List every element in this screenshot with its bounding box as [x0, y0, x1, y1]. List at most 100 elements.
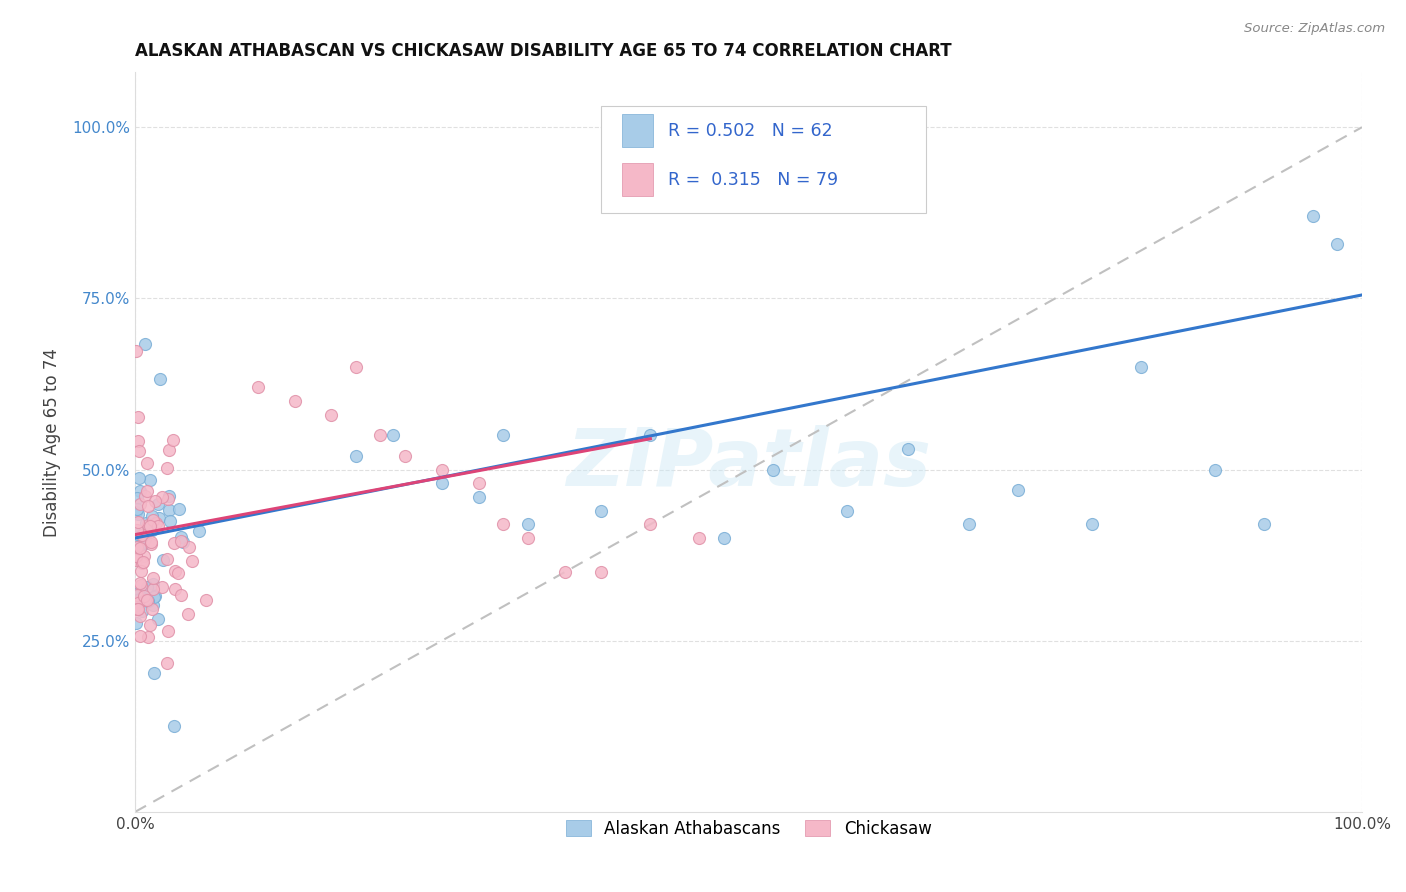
- Point: [143, 666, 166, 681]
- Point: [194, 593, 217, 607]
- Point: [141, 537, 163, 551]
- Point: [128, 588, 150, 602]
- Point: [188, 524, 211, 539]
- Point: [156, 491, 179, 506]
- Point: [1253, 517, 1275, 532]
- Point: [138, 518, 160, 533]
- Point: [141, 523, 163, 537]
- Point: [181, 554, 204, 568]
- Point: [163, 564, 186, 578]
- Point: [127, 409, 149, 424]
- Point: [127, 588, 149, 602]
- Point: [136, 630, 159, 644]
- Point: [897, 442, 920, 456]
- Point: [835, 503, 858, 517]
- Point: [166, 566, 188, 581]
- Point: [148, 519, 170, 533]
- Point: [591, 566, 613, 580]
- Point: [135, 516, 157, 530]
- Point: [136, 500, 159, 514]
- Point: [125, 592, 148, 607]
- Point: [127, 595, 149, 609]
- Point: [148, 497, 170, 511]
- Point: [344, 359, 367, 374]
- Point: [135, 456, 157, 470]
- Point: [713, 531, 735, 545]
- Point: [467, 476, 489, 491]
- Point: [152, 553, 174, 567]
- Point: [132, 528, 155, 542]
- Point: [134, 336, 156, 351]
- Point: [640, 517, 662, 532]
- Point: [142, 571, 165, 585]
- Point: [128, 497, 150, 511]
- Point: [170, 588, 193, 602]
- Point: [156, 656, 179, 670]
- Point: [139, 617, 162, 632]
- Point: [125, 502, 148, 516]
- Point: [127, 602, 149, 616]
- Legend: Alaskan Athabascans, Chickasaw: Alaskan Athabascans, Chickasaw: [560, 813, 938, 844]
- Point: [142, 513, 165, 527]
- Point: [127, 540, 149, 554]
- Point: [127, 596, 149, 610]
- Point: [430, 476, 453, 491]
- Point: [321, 408, 343, 422]
- Point: [129, 541, 152, 555]
- Point: [157, 443, 180, 458]
- Point: [156, 624, 179, 638]
- Point: [1302, 209, 1324, 223]
- Point: [129, 609, 152, 624]
- Text: ALASKAN ATHABASCAN VS CHICKASAW DISABILITY AGE 65 TO 74 CORRELATION CHART: ALASKAN ATHABASCAN VS CHICKASAW DISABILI…: [135, 42, 952, 60]
- Point: [132, 537, 155, 551]
- Point: [145, 516, 167, 530]
- Point: [127, 507, 149, 521]
- Point: [162, 433, 184, 447]
- Point: [149, 372, 172, 386]
- Text: R =  0.315   N = 79: R = 0.315 N = 79: [668, 170, 838, 188]
- Point: [129, 578, 152, 592]
- Point: [167, 501, 190, 516]
- Point: [1081, 517, 1104, 532]
- Point: [125, 491, 148, 505]
- Point: [159, 514, 181, 528]
- Point: [141, 509, 163, 524]
- Point: [246, 380, 269, 394]
- Point: [128, 484, 150, 499]
- Point: [142, 582, 165, 596]
- Point: [132, 555, 155, 569]
- Point: [132, 536, 155, 550]
- Text: ZIPatlas: ZIPatlas: [567, 425, 931, 503]
- Point: [142, 577, 165, 591]
- Text: Source: ZipAtlas.com: Source: ZipAtlas.com: [1244, 22, 1385, 36]
- Point: [135, 593, 157, 607]
- Point: [176, 607, 198, 621]
- Point: [138, 473, 160, 487]
- Point: [467, 490, 489, 504]
- Point: [688, 531, 710, 545]
- Point: [1326, 236, 1348, 251]
- Point: [129, 575, 152, 590]
- Point: [163, 582, 186, 596]
- Point: [284, 394, 307, 409]
- Point: [170, 534, 193, 549]
- Point: [134, 593, 156, 607]
- Point: [125, 553, 148, 567]
- Point: [1007, 483, 1029, 497]
- Point: [170, 530, 193, 544]
- Y-axis label: Disability Age 65 to 74: Disability Age 65 to 74: [44, 348, 60, 537]
- Point: [172, 535, 194, 549]
- Point: [131, 556, 153, 570]
- Point: [129, 629, 152, 643]
- Point: [125, 526, 148, 541]
- Point: [136, 593, 159, 607]
- FancyBboxPatch shape: [602, 105, 927, 213]
- Point: [134, 489, 156, 503]
- Point: [134, 549, 156, 564]
- Point: [136, 483, 159, 498]
- Point: [129, 592, 152, 607]
- Point: [516, 531, 538, 545]
- Point: [131, 604, 153, 618]
- Point: [125, 505, 148, 519]
- Point: [381, 428, 404, 442]
